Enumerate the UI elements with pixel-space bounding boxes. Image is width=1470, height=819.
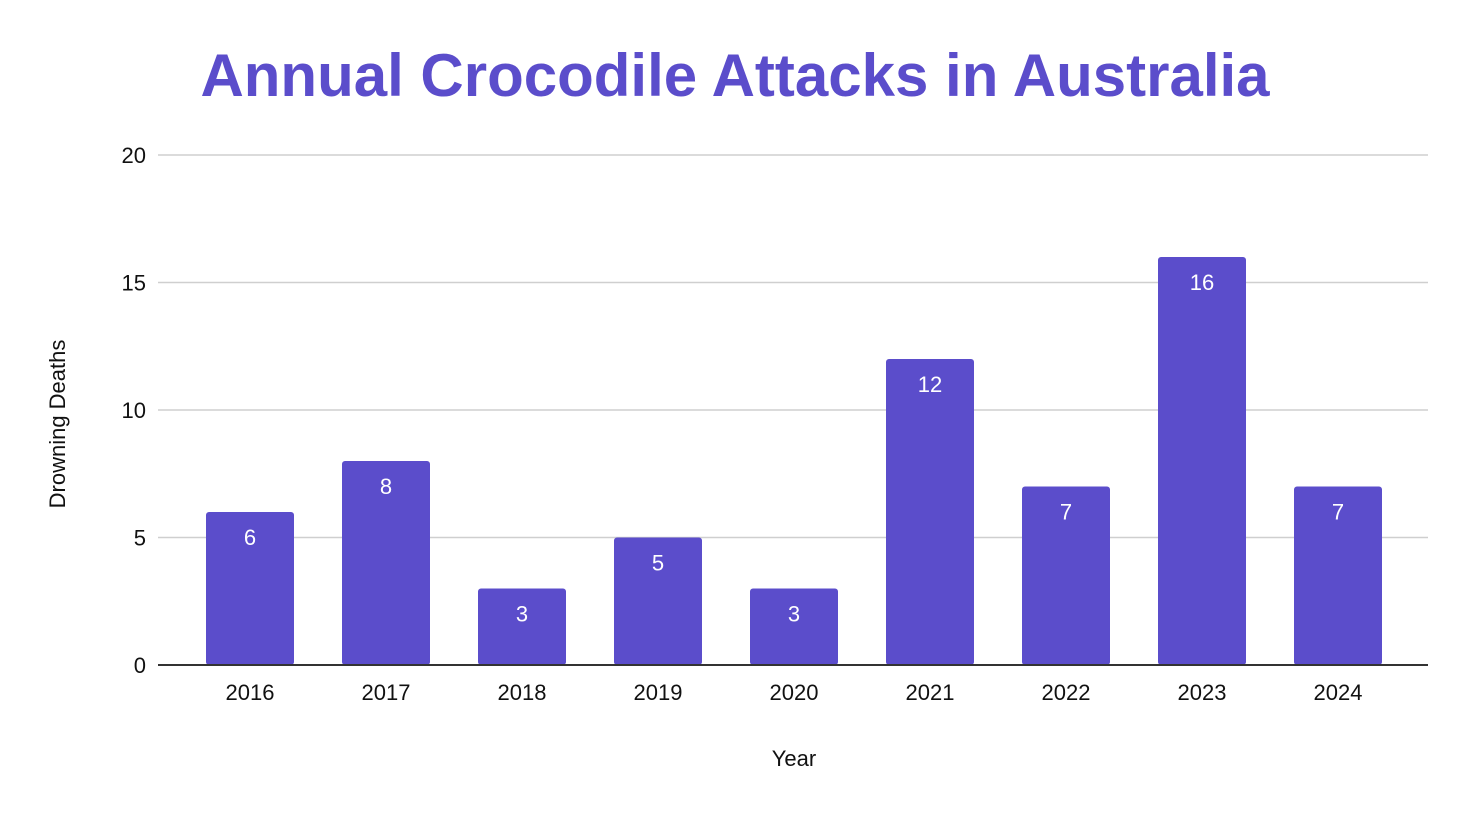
y-axis-ticks: 0 5 10 15 20 <box>122 143 146 678</box>
y-tick-label: 5 <box>134 526 146 551</box>
bar-value-label: 7 <box>1060 500 1072 525</box>
x-tick-label: 2016 <box>226 680 275 705</box>
bar-2021 <box>886 359 974 665</box>
bar-value-label: 8 <box>380 474 392 499</box>
y-tick-label: 0 <box>134 653 146 678</box>
bar-value-label: 5 <box>652 551 664 576</box>
bar-value-label: 16 <box>1190 270 1214 295</box>
bar-2016 <box>206 512 294 665</box>
chart-title: Annual Crocodile Attacks in Australia <box>200 42 1270 109</box>
bar-2017 <box>342 461 430 665</box>
x-tick-label: 2023 <box>1178 680 1227 705</box>
x-tick-label: 2021 <box>906 680 955 705</box>
bar-value-label: 12 <box>918 372 942 397</box>
x-tick-label: 2022 <box>1042 680 1091 705</box>
bar-value-label: 3 <box>788 602 800 627</box>
bar-value-label: 3 <box>516 602 528 627</box>
x-tick-label: 2024 <box>1314 680 1363 705</box>
bar-value-label: 6 <box>244 525 256 550</box>
y-axis-title: Drowning Deaths <box>45 340 70 509</box>
x-axis-title: Year <box>772 746 816 771</box>
x-axis-ticks: 2016 2017 2018 2019 2020 2021 2022 2023 2024 <box>226 680 1363 705</box>
y-tick-label: 20 <box>122 143 146 168</box>
bar-2019 <box>614 537 702 665</box>
y-tick-label: 15 <box>122 271 146 296</box>
bar-2018 <box>478 588 566 665</box>
x-tick-label: 2020 <box>770 680 819 705</box>
bar-2024 <box>1294 486 1382 665</box>
x-tick-label: 2017 <box>362 680 411 705</box>
bar-2022 <box>1022 486 1110 665</box>
bar-2023 <box>1158 257 1246 665</box>
y-tick-label: 10 <box>122 398 146 423</box>
bars: 6 8 3 5 3 12 7 16 7 <box>206 257 1382 665</box>
bar-value-label: 7 <box>1332 500 1344 525</box>
x-tick-label: 2018 <box>498 680 547 705</box>
bar-2020 <box>750 588 838 665</box>
x-tick-label: 2019 <box>634 680 683 705</box>
